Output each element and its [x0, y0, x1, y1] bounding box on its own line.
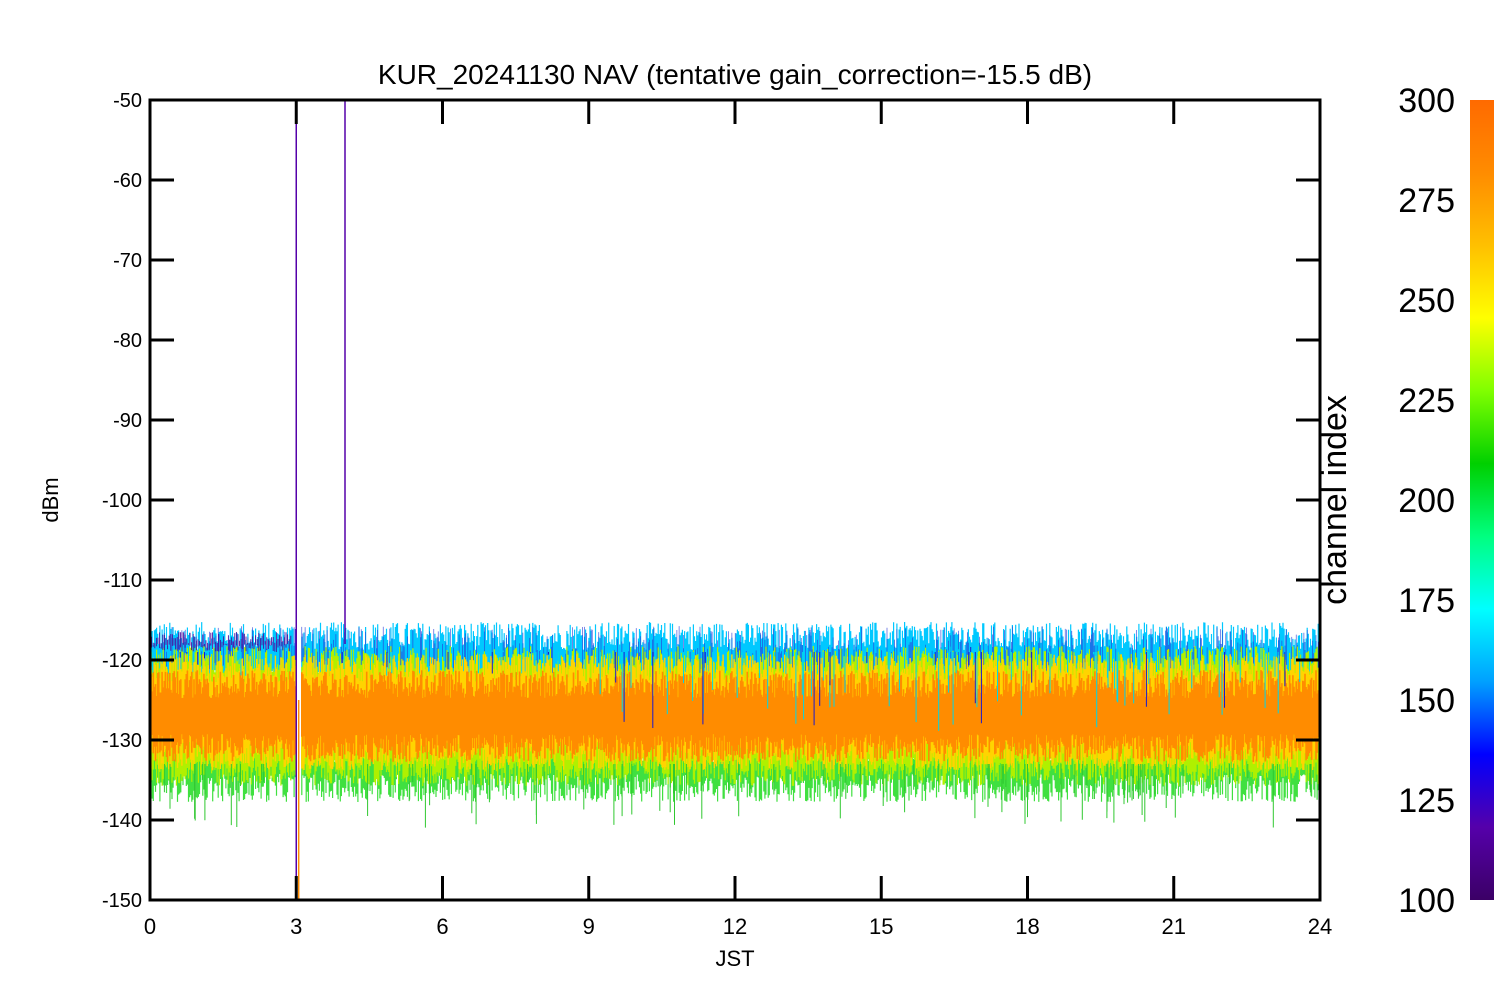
- colorbar-ticks: 100 125 150 175 200 225 250 275 300: [1398, 82, 1455, 920]
- y-tick-label: -120: [102, 650, 142, 672]
- y-tick-label: -60: [113, 170, 142, 192]
- y-tick-label: -70: [113, 250, 142, 272]
- plot-area: [150, 100, 1320, 900]
- colorbar-tick-label: 100: [1398, 882, 1455, 920]
- x-tick-label: 21: [1162, 914, 1186, 939]
- upward-spikes-blue: [179, 647, 1286, 728]
- colorbar-tick-label: 150: [1398, 682, 1455, 720]
- x-tick-label: 18: [1015, 914, 1039, 939]
- colorbar-tick-label: 175: [1398, 582, 1455, 620]
- x-tick-label: 15: [869, 914, 893, 939]
- x-axis-label: JST: [715, 946, 754, 971]
- y-tick-label: -90: [113, 410, 142, 432]
- upward-spikes: [152, 644, 1301, 731]
- y-tick-label: -130: [102, 730, 142, 752]
- colorbar-tick-label: 200: [1398, 482, 1455, 520]
- colorbar-tick-label: 300: [1398, 82, 1455, 120]
- colorbar-tick-label: 250: [1398, 282, 1455, 320]
- y-axis: -50 -60 -70 -80 -90 -100 -110 -120 -130 -140 -150: [102, 90, 1320, 912]
- x-tick-label: 3: [290, 914, 302, 939]
- y-tick-label: -50: [113, 90, 142, 112]
- x-axis: 0 3 6 9 12 15 18 21 24: [144, 100, 1332, 939]
- y-tick-label: -100: [102, 490, 142, 512]
- downward-spikes: [150, 764, 1312, 828]
- noise-band-layer: [150, 670, 1320, 762]
- colorbar-tick-label: 125: [1398, 782, 1455, 820]
- colorbar-label: channel index: [1316, 395, 1354, 605]
- y-axis-label: dBm: [38, 477, 63, 522]
- early-fringe: [150, 632, 292, 652]
- x-tick-label: 9: [583, 914, 595, 939]
- colorbar: [1470, 100, 1494, 900]
- x-tick-label: 0: [144, 914, 156, 939]
- y-tick-label: -140: [102, 810, 142, 832]
- colorbar-tick-label: 225: [1398, 382, 1455, 420]
- chart-title: KUR_20241130 NAV (tentative gain_correct…: [378, 59, 1092, 90]
- colorbar-tick-label: 275: [1398, 182, 1455, 220]
- x-tick-label: 12: [723, 914, 747, 939]
- y-tick-label: -80: [113, 330, 142, 352]
- y-tick-label: -110: [103, 570, 142, 592]
- x-tick-label: 6: [436, 914, 448, 939]
- y-tick-label: -150: [102, 890, 142, 912]
- x-tick-label: 24: [1308, 914, 1332, 939]
